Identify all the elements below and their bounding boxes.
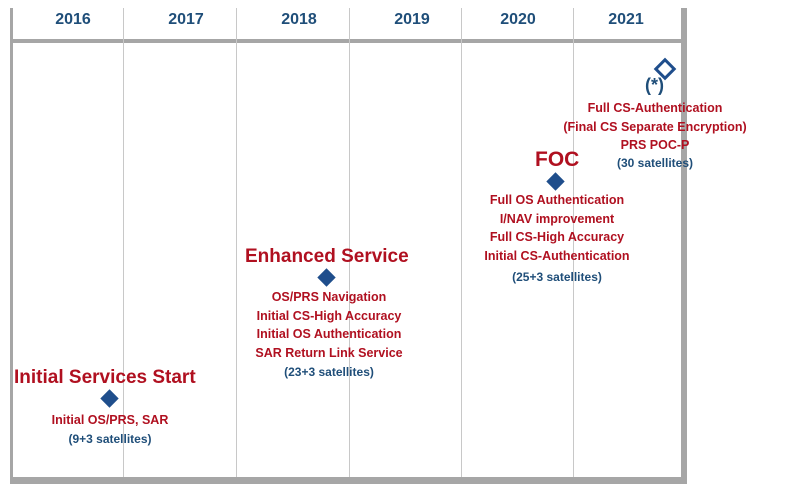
milestone-title-enhanced: Enhanced Service (245, 246, 409, 267)
milestone-item: Full CS-Authentication (587, 101, 723, 115)
milestone-item: Full CS-High Accuracy (489, 230, 625, 245)
year-label-2018: 2018 (281, 11, 317, 28)
milestone-items-initial: Initial OS/PRS, SAR (30, 411, 190, 430)
header-divider (10, 39, 684, 43)
year-label-2017: 2017 (168, 11, 204, 28)
milestone-item: SAR Return Link Service (255, 346, 403, 361)
timeline-frame (10, 8, 684, 480)
satellite-count-future: (30 satellites) (616, 156, 694, 170)
milestone-item: Initial OS Authentication (256, 327, 402, 342)
year-label-2021: 2021 (608, 11, 644, 28)
frame-border-left (10, 8, 13, 480)
year-divider (349, 8, 350, 477)
milestone-item: Initial CS-Authentication (484, 249, 630, 264)
year-divider (123, 8, 124, 477)
future-asterisk-note: (*) (645, 75, 664, 95)
year-label-2019: 2019 (394, 11, 430, 28)
frame-border-right (681, 8, 687, 484)
milestone-item: OS/PRS Navigation (271, 290, 387, 304)
milestone-item: PRS POC-P (620, 138, 690, 153)
satellite-count-enhanced: (23+3 satellites) (284, 365, 374, 379)
year-divider (461, 8, 462, 477)
milestone-title-foc: FOC (535, 148, 580, 171)
milestone-items-foc: Full OS Authentication I/NAV improvement… (467, 191, 647, 266)
milestone-items-enhanced: OS/PRS Navigation Initial CS-High Accura… (239, 288, 419, 363)
milestone-item: (Final CS Separate Encryption) (563, 119, 747, 134)
milestone-title-initial: Initial Services Start (14, 367, 196, 388)
milestone-item: Initial OS/PRS, SAR (51, 413, 169, 427)
year-divider (573, 8, 574, 477)
frame-border-bottom (10, 477, 687, 484)
year-label-2016: 2016 (55, 11, 91, 28)
milestone-item: Initial CS-High Accuracy (256, 308, 402, 323)
satellite-count-foc: (25+3 satellites) (512, 270, 602, 284)
milestone-item: Full OS Authentication (489, 193, 625, 207)
satellite-count-initial: (9+3 satellites) (68, 432, 152, 446)
milestone-items-future: Full CS-Authentication (Final CS Separat… (555, 99, 755, 155)
year-divider (236, 8, 237, 477)
milestone-item: I/NAV improvement (499, 211, 615, 226)
year-label-2020: 2020 (500, 11, 536, 28)
